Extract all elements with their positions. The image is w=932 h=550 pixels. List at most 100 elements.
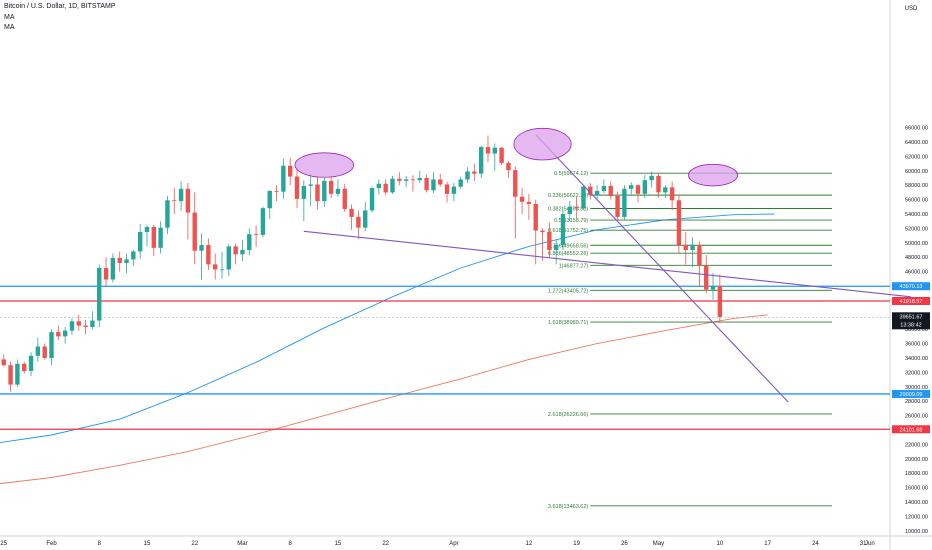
candle-body [185,188,191,213]
candle-body [349,208,354,217]
candle-body [458,179,463,187]
candle-body [8,365,13,385]
last-price-label: 39651.67 [900,314,923,320]
candle-body [22,363,27,371]
y-tick-label: 34000.00 [905,356,928,362]
highlight-ellipse [513,127,572,161]
candle-body [642,180,648,194]
horizontal-level-tag [892,425,930,434]
candle-body [656,175,661,193]
candle-body [15,363,20,385]
y-tick-label: 54000.00 [905,212,928,218]
y-tick-label: 16000.00 [905,486,928,492]
candle-body [410,179,416,181]
candle-body [322,180,327,202]
candle-body [226,246,232,270]
candle-body [1,359,6,366]
candle-body [356,216,361,228]
candle-body [397,178,402,181]
horizontal-level-tag [892,389,930,398]
y-tick-label: 30000.00 [905,385,928,391]
candle-body [328,180,334,194]
candle-body [403,179,409,181]
x-tick-label: 22 [191,541,198,547]
candle-body [56,332,61,337]
candle-body [274,190,279,192]
candle-body [124,259,129,263]
y-tick-label: 28000.00 [905,399,928,405]
y-tick-label: 22000.00 [905,442,928,448]
fib-level-label: 2.618(26226.66) [548,412,589,418]
candle-body [472,171,477,174]
candle-body [267,190,272,209]
y-tick-label: 14000.00 [905,500,928,506]
candle-body [492,147,497,154]
candle-body [615,196,620,217]
y-tick-label: 56000.00 [905,198,928,204]
candle-body [42,346,47,358]
candle-body [178,188,184,202]
fib-level-label: 1.272(43405.72) [548,288,589,294]
candle-body [97,268,102,321]
candle-body [288,165,293,177]
candle-body [553,244,559,250]
trendline [535,134,789,403]
y-tick-label: 48000.00 [905,255,928,261]
ma-legend-fast[interactable]: MA [4,14,15,21]
candle-body [683,244,688,250]
candle-body [478,147,484,174]
candle-body [240,250,245,255]
last-price-tag [892,312,930,330]
candle-body [431,179,436,191]
last-price-time: 13:38:42 [900,322,921,328]
candle-body [158,227,163,248]
horizontal-level-tag [892,282,930,291]
candle-body [663,187,668,193]
symbol-title[interactable]: Bitcoin / U.S. Dollar, 1D, BITSTAMP [4,3,116,10]
y-tick-label: 64000.00 [905,140,928,146]
x-tick-label: Feb [46,541,57,547]
candle-body [669,187,675,201]
candle-body [499,147,504,163]
y-tick-label: 32000.00 [905,370,928,376]
candle-body [62,330,68,337]
candle-body [137,232,143,252]
candle-body [451,186,457,194]
candle-body [76,321,81,326]
y-tick-label: 50000.00 [905,241,928,247]
x-tick-label: May [653,541,664,547]
candle-body [513,170,518,197]
candle-body [117,257,122,263]
x-tick-label: Mar [237,541,247,547]
candle-body [704,265,709,290]
highlight-ellipse [294,152,355,178]
y-tick-label: 46000.00 [905,270,928,276]
horizontal-level-tag [892,296,930,305]
x-tick-label: 15 [335,541,342,547]
x-tick-label: 22 [382,541,389,547]
candle-body [485,147,491,154]
candle-body [608,185,613,196]
candle-body [90,320,95,328]
candle-body [444,184,450,194]
ma-legend-slow[interactable]: MA [4,24,15,31]
candle-body [315,184,320,202]
fib-level-label: 0.786(49658.56) [548,243,589,249]
candle-body [629,185,634,189]
candle-body [342,188,347,209]
candle-body [581,186,586,209]
candle-body [165,200,170,228]
candle-body [424,178,429,191]
x-tick-label: 19 [573,541,580,547]
candle-body [533,203,538,231]
y-tick-label: 26000.00 [905,414,928,420]
candle-body [417,178,422,181]
fib-level-label: 1(46877.27) [559,263,589,269]
candle-body [710,286,716,290]
candle-body [247,234,252,250]
ma-fast-line [0,213,775,444]
candle-body [649,175,654,181]
candle-body [369,188,375,211]
candle-body [465,171,470,180]
